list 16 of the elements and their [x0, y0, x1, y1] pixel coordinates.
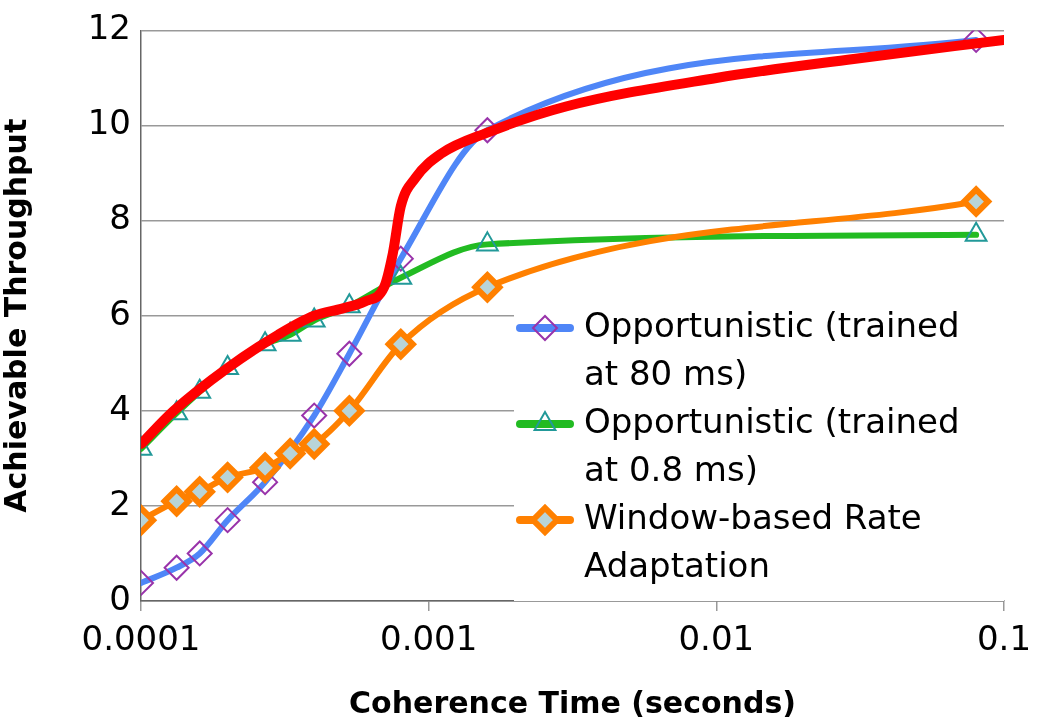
y-tick-label: 10 — [87, 102, 131, 143]
x-axis-title: Coherence Time (seconds) — [349, 684, 796, 720]
x-tick-label: 0.0001 — [81, 618, 201, 659]
x-tick-label: 0.1 — [976, 618, 1032, 659]
y-tick-label: 6 — [109, 292, 131, 333]
x-tick-label: 0.01 — [678, 618, 755, 659]
x-tick-label: 0.001 — [379, 618, 478, 659]
y-tick-label: 2 — [109, 482, 131, 523]
y-tick-label: 4 — [109, 387, 131, 428]
y-axis-title: Achievable Throughput — [0, 118, 33, 513]
y-tick-label: 12 — [87, 7, 131, 48]
y-tick-label: 0 — [109, 577, 131, 618]
legend-label: Opportunistic (trained at 80 ms) — [584, 304, 960, 393]
legend-label: Opportunistic (trained at 0.8 ms) — [584, 400, 960, 489]
y-tick-label: 8 — [109, 197, 131, 238]
legend-label: Window-based Rate Adaptation — [584, 496, 922, 585]
